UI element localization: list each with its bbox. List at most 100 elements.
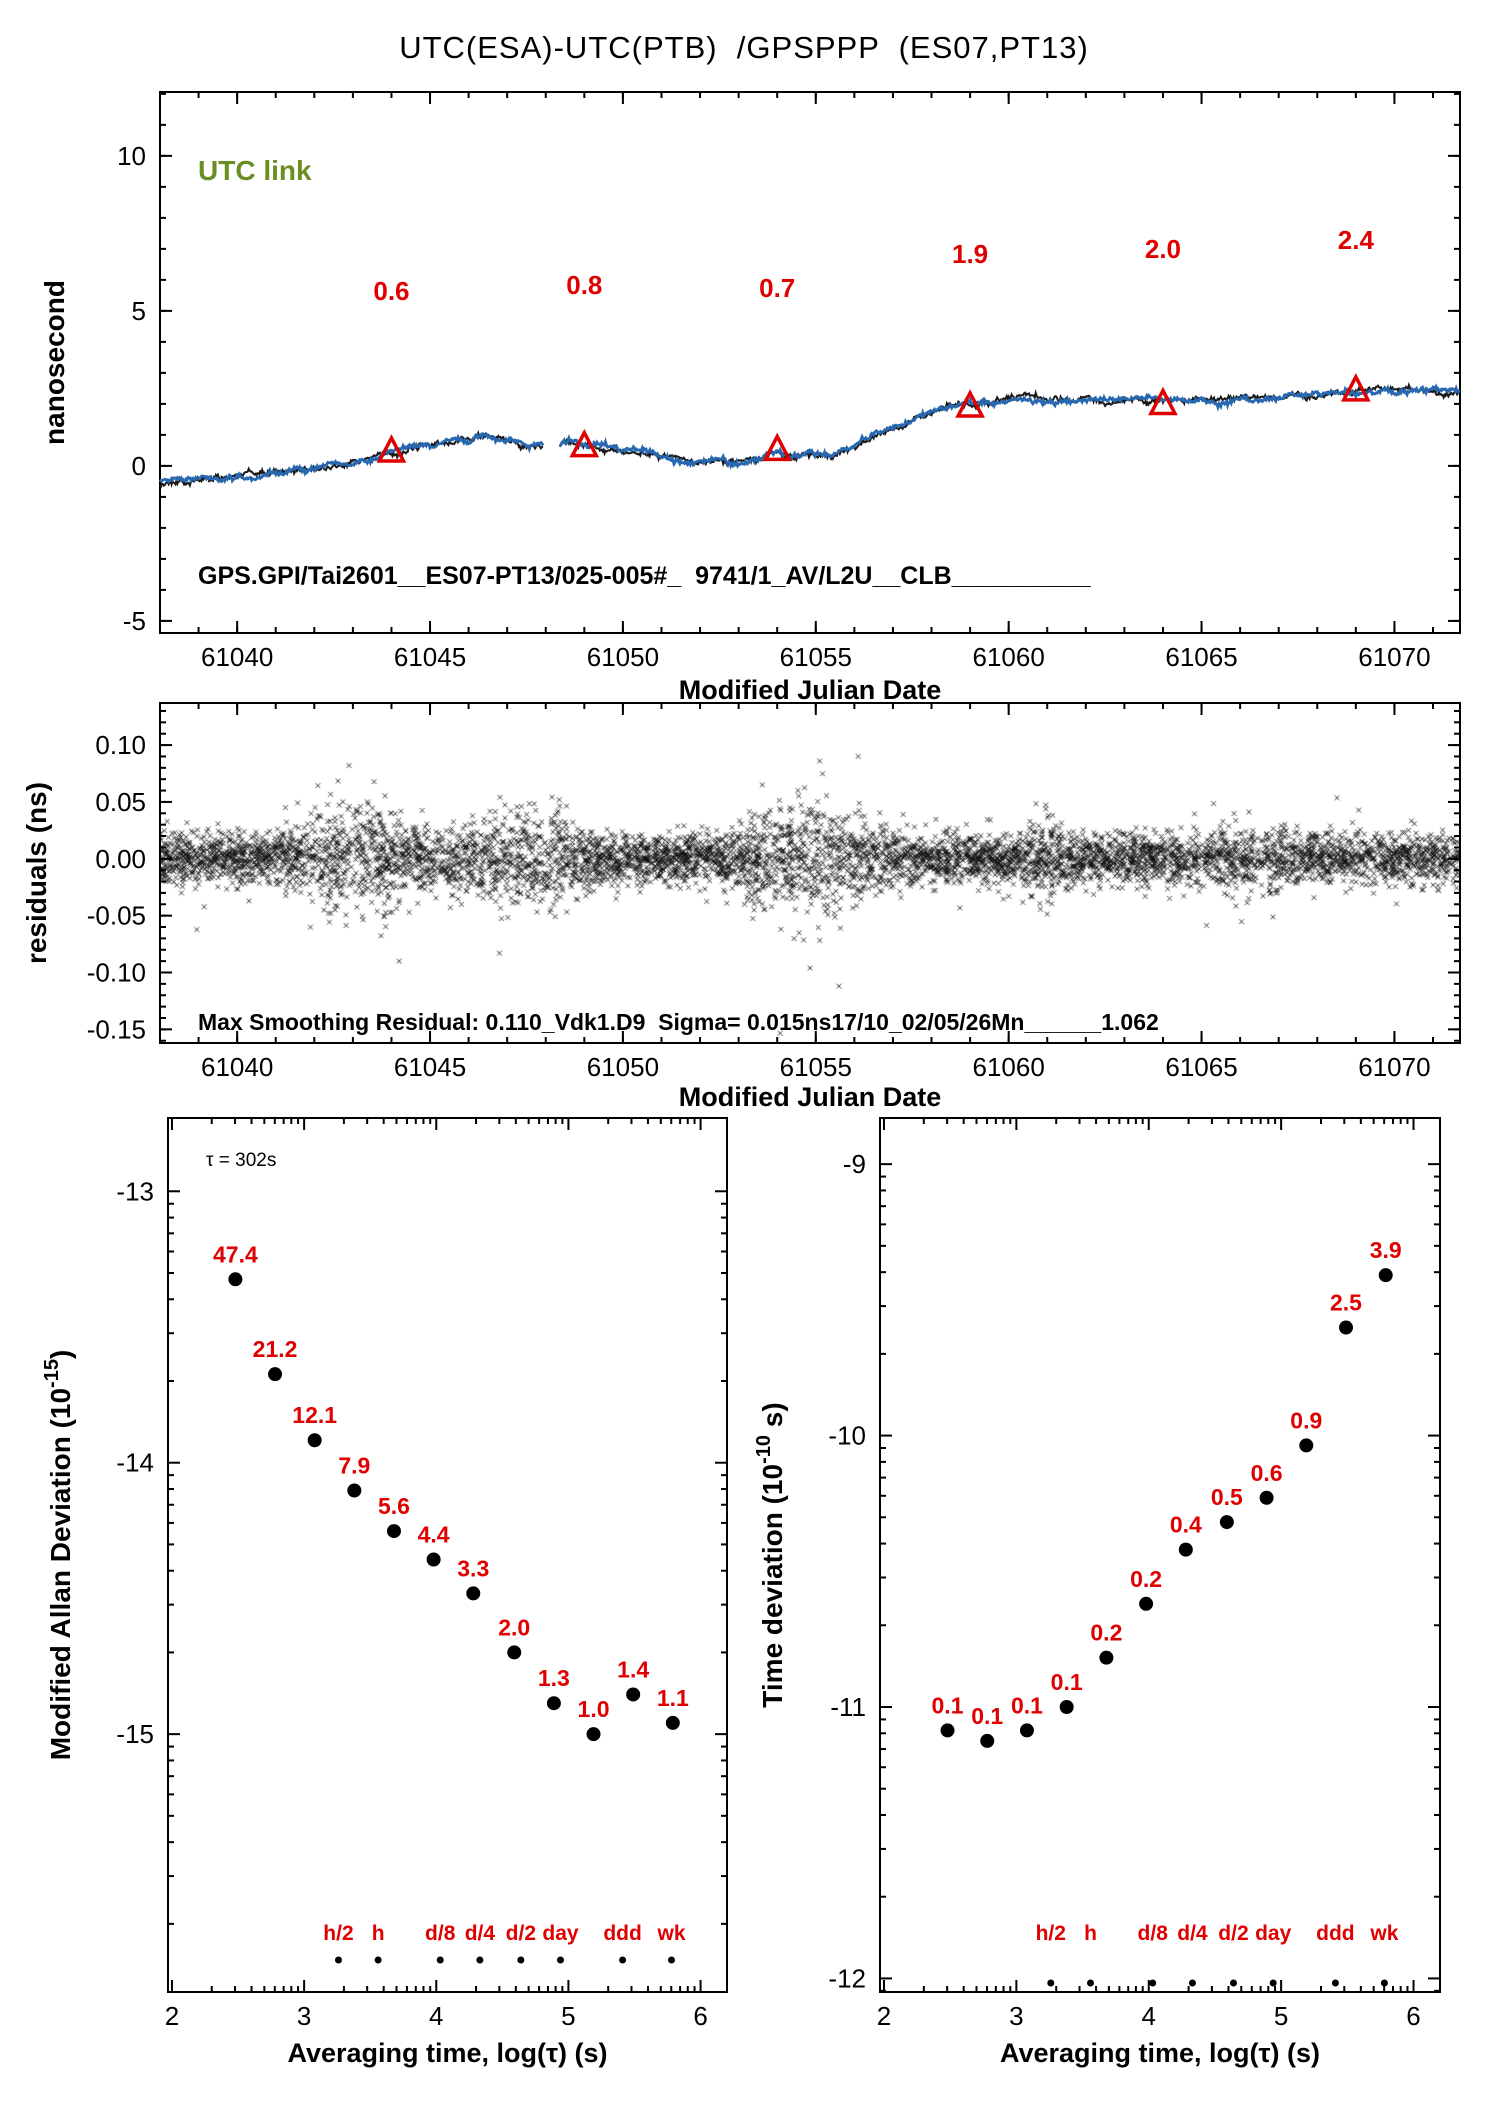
duration-tick-dot (667, 1956, 675, 1964)
mdev-value-label: 3.3 (457, 1555, 489, 1581)
mdev-value-label: 21.2 (253, 1336, 298, 1362)
mdev-value-label: 4.4 (418, 1521, 450, 1547)
duration-tick-label: ddd (603, 1922, 641, 1945)
tdev-data-point (1139, 1596, 1154, 1611)
duration-tick-label: day (1255, 1922, 1292, 1945)
mdev-data-point (586, 1727, 601, 1742)
mdev-data-point (268, 1367, 283, 1382)
tdev-data-point (1378, 1268, 1393, 1283)
tdev-data-point (1339, 1320, 1354, 1335)
x-tick-label: 2 (877, 2001, 891, 2031)
utc-link-chart: 61040 61045 61050 61055 61060 61065 61070 -5 0 5 1… (39, 91, 1461, 705)
tdev-data-point (1299, 1438, 1314, 1453)
axis-frame (159, 91, 1461, 634)
x-tick-label: 3 (297, 2001, 311, 2031)
y-tick-label: -0.15 (87, 1014, 146, 1044)
tdev-data-point (1099, 1650, 1114, 1665)
mdev-value-label: 12.1 (292, 1402, 337, 1428)
duration-tick-label: d/2 (506, 1922, 536, 1945)
x-tick-label: 61045 (394, 642, 466, 672)
x-tick-label: 4 (429, 2001, 443, 2031)
x-tick-label: 2 (165, 2001, 179, 2031)
dataset-caption: GPS.GPI/Tai2601__ES07-PT13/025-005#_ 974… (198, 562, 1092, 590)
tdev-value-label: 2.5 (1330, 1290, 1362, 1316)
y-tick-label: -11 (830, 1692, 866, 1722)
utc-series-smoothed-line (158, 383, 1461, 484)
mdev-data-point (307, 1433, 322, 1448)
y-tick-label: -5 (123, 606, 146, 636)
calibration-triangle-marker (955, 389, 985, 418)
x-axis-title: Averaging time, log(τ) (s) (287, 2038, 607, 2068)
duration-tick-label: d/2 (1218, 1922, 1248, 1945)
duration-tick-label: d/4 (1177, 1922, 1208, 1945)
duration-tick-dot (436, 1956, 444, 1964)
calibration-value-label: 2.4 (1338, 225, 1375, 255)
y-tick-label: -10 (828, 1421, 866, 1451)
y-axis-title: Time deviation (10-10 s) (753, 1402, 788, 1707)
calibration-value-label: 0.8 (566, 270, 602, 300)
duration-tick-label: h (372, 1922, 385, 1945)
duration-tick-dot (517, 1956, 525, 1964)
mdev-value-label: 47.4 (213, 1241, 258, 1267)
y-tick-label: -12 (828, 1963, 866, 1993)
duration-tick-label: d/8 (425, 1922, 456, 1945)
tdev-value-label: 0.9 (1290, 1407, 1322, 1433)
duration-tick-label: wk (656, 1922, 685, 1945)
x-axis-title: Averaging time, log(τ) (s) (1000, 2038, 1320, 2068)
tau-note: τ = 302s (206, 1150, 276, 1171)
duration-tick-label: h (1084, 1922, 1097, 1945)
duration-tick-label: h/2 (1036, 1922, 1066, 1945)
residual-stats-caption: Max Smoothing Residual: 0.110_Vdk1.D9 Si… (198, 1009, 1159, 1035)
tdev-data-point (1178, 1542, 1193, 1557)
x-tick-label: 5 (1274, 2001, 1288, 2031)
y-tick-label: -15 (116, 1719, 154, 1749)
y-tick-label: 0 (132, 451, 146, 481)
duration-tick-dot (1047, 1979, 1055, 1987)
tdev-value-label: 0.6 (1251, 1460, 1283, 1486)
tdev-value-label: 0.1 (1011, 1692, 1043, 1718)
calibration-triangle-marker (762, 432, 793, 462)
duration-tick-label: ddd (1316, 1922, 1354, 1945)
x-tick-label: 61055 (780, 642, 852, 672)
duration-tick-dot (1149, 1979, 1157, 1987)
x-tick-label: 61070 (1358, 1052, 1430, 1082)
duration-tick-dot (1086, 1979, 1094, 1987)
calibration-value-label: 2.0 (1145, 234, 1181, 264)
x-tick-label: 61065 (1165, 642, 1237, 672)
y-axis-title: residuals (ns) (21, 782, 52, 964)
x-tick-label: 3 (1009, 2001, 1023, 2031)
duration-tick-dot (619, 1956, 627, 1964)
duration-tick-dot (1188, 1979, 1196, 1987)
residuals-chart: 61040 61045 61050 61055 61060 61065 61070 0.10 0… (21, 702, 1461, 1112)
x-tick-label: 61065 (1165, 1052, 1237, 1082)
y-tick-label: 5 (132, 296, 146, 326)
mdev-value-label: 7.9 (338, 1453, 370, 1479)
mdev-data-point (546, 1696, 561, 1711)
residuals-scatter-canvas (160, 703, 1460, 1043)
calibration-value-label: 1.9 (952, 239, 988, 269)
mdev-data-point (507, 1645, 522, 1660)
mdev-data-point (347, 1483, 362, 1498)
y-tick-label: 10 (117, 141, 146, 171)
calibration-value-label: 0.6 (373, 276, 409, 306)
tdev-value-label: 0.1 (932, 1692, 964, 1718)
tdev-value-label: 0.2 (1090, 1620, 1122, 1646)
tdev-value-label: 0.5 (1211, 1484, 1243, 1510)
x-tick-label: 61070 (1358, 642, 1430, 672)
mdev-value-label: 1.0 (578, 1696, 610, 1722)
y-axis-title: nanosecond (39, 280, 70, 445)
mdev-value-label: 1.3 (538, 1665, 570, 1691)
y-tick-label: 0.10 (95, 730, 146, 760)
x-tick-label: 61040 (201, 642, 273, 672)
axis-frame (167, 1117, 728, 1993)
mdev-value-label: 5.6 (378, 1493, 410, 1519)
plot-title: UTC(ESA)-UTC(PTB) /GPSPPP (ES07,PT13) (399, 30, 1089, 65)
duration-tick-dot (1380, 1979, 1388, 1987)
x-tick-label: 61055 (780, 1052, 852, 1082)
x-tick-label: 6 (1406, 2001, 1420, 2031)
x-tick-label: 61060 (973, 1052, 1045, 1082)
duration-tick-dot (374, 1956, 382, 1964)
x-tick-label: 61060 (973, 642, 1045, 672)
